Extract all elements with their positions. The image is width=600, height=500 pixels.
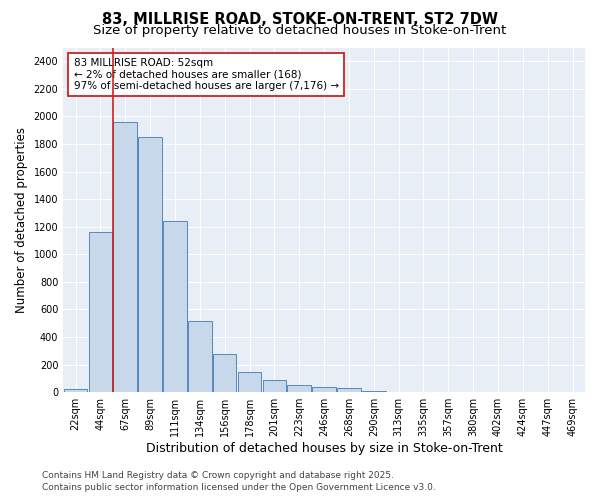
- Text: 83 MILLRISE ROAD: 52sqm
← 2% of detached houses are smaller (168)
97% of semi-de: 83 MILLRISE ROAD: 52sqm ← 2% of detached…: [74, 58, 339, 91]
- Bar: [287, 386, 311, 392]
- X-axis label: Distribution of detached houses by size in Stoke-on-Trent: Distribution of detached houses by size …: [146, 442, 502, 455]
- Bar: [139, 137, 162, 392]
- Bar: [163, 221, 187, 392]
- Bar: [337, 388, 361, 392]
- Bar: [64, 389, 88, 392]
- Bar: [213, 354, 236, 392]
- Bar: [362, 391, 386, 392]
- Bar: [312, 388, 336, 392]
- Text: Size of property relative to detached houses in Stoke-on-Trent: Size of property relative to detached ho…: [94, 24, 506, 37]
- Bar: [238, 372, 262, 392]
- Text: Contains HM Land Registry data © Crown copyright and database right 2025.
Contai: Contains HM Land Registry data © Crown c…: [42, 471, 436, 492]
- Y-axis label: Number of detached properties: Number of detached properties: [15, 127, 28, 313]
- Bar: [263, 380, 286, 392]
- Bar: [89, 232, 112, 392]
- Text: 83, MILLRISE ROAD, STOKE-ON-TRENT, ST2 7DW: 83, MILLRISE ROAD, STOKE-ON-TRENT, ST2 7…: [102, 12, 498, 28]
- Bar: [113, 122, 137, 392]
- Bar: [188, 320, 212, 392]
